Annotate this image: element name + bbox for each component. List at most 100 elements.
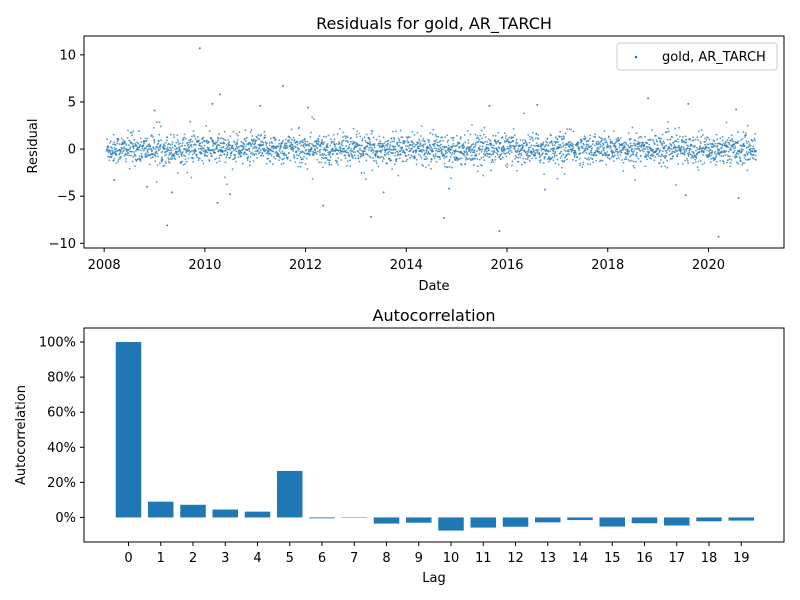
residual-point [181,142,184,144]
residual-point [278,156,281,159]
residual-point [504,148,507,151]
residual-point [252,140,255,143]
residuals-y-tick-label: 5 [68,95,76,110]
residual-point [675,140,678,143]
residual-point [448,158,451,161]
residual-point [386,145,389,148]
residual-point [375,162,378,165]
residual-point [138,130,140,132]
residual-point [478,138,481,141]
residual-point [508,150,510,153]
residual-point [510,146,512,149]
residual-point [706,149,709,152]
residual-point [164,145,167,147]
residual-point [521,145,524,148]
residual-point [613,160,615,163]
residual-point [322,143,325,146]
residual-point [467,158,469,161]
residual-point [567,142,569,145]
autocorrelation-bars [115,342,754,531]
residual-point [344,154,347,157]
residual-point [420,125,423,127]
residual-point [113,141,115,144]
residual-point [212,139,214,142]
residual-point [524,139,527,142]
autocorrelation-y-tick-label: 100% [39,336,76,351]
residual-point [559,152,562,155]
residual-point [723,149,726,152]
residual-point [424,142,427,145]
residual-point [567,150,570,153]
residual-point [212,150,215,153]
residual-point [193,135,196,138]
residual-point [299,150,302,153]
residual-point [131,143,134,145]
residual-point [215,157,218,160]
residual-point [351,150,354,152]
residual-point [429,145,432,147]
residual-point [625,158,628,161]
residual-point [709,142,712,145]
residual-point [598,148,600,150]
residual-point [547,149,550,152]
residual-point [670,157,672,160]
residual-point [459,136,462,139]
residual-point [398,144,400,147]
residual-point [562,137,565,140]
residual-point [573,154,576,157]
residual-point [633,166,636,169]
residual-point [341,144,344,147]
residual-point [120,155,122,158]
residual-point [393,138,396,141]
residual-point [684,148,687,151]
residual-point [244,151,247,154]
residual-point [413,133,416,136]
residual-point [131,150,133,153]
residual-point [599,143,602,146]
residual-point [491,159,494,162]
residual-point [634,144,637,147]
residual-point [639,149,642,152]
residual-point [667,121,670,123]
residual-point [218,157,221,160]
residual-point [422,145,425,148]
residual-point [656,144,659,147]
residual-point [745,140,748,142]
residual-point [415,158,418,161]
residual-point [501,156,504,159]
residual-point [520,144,523,146]
residual-point [447,139,450,141]
residual-point [144,152,147,155]
residual-point [522,157,525,160]
residual-point [444,165,446,168]
residual-point [254,150,257,153]
residual-point [390,137,393,140]
residual-point [127,129,129,132]
residual-point [284,144,287,147]
residual-point [255,145,257,148]
residual-point [474,133,477,136]
residual-point [542,141,545,144]
residual-point [582,142,585,145]
residual-point [369,146,372,149]
residual-point [505,164,507,167]
residual-point [242,145,245,148]
residual-point [219,148,222,151]
residual-point [742,142,745,145]
residual-point [745,146,748,149]
residual-point [344,157,347,160]
residual-point [234,143,237,146]
residual-point [529,154,531,157]
residual-point [622,161,625,164]
residual-point [471,157,474,160]
residual-point [302,157,304,160]
residual-point [487,138,490,141]
residual-outlier-point [307,106,310,109]
residual-outlier-point [259,104,262,107]
residual-point [449,152,452,154]
residual-point [755,149,758,152]
residual-point [320,153,323,156]
residual-point [356,130,358,133]
residual-point [264,150,266,153]
